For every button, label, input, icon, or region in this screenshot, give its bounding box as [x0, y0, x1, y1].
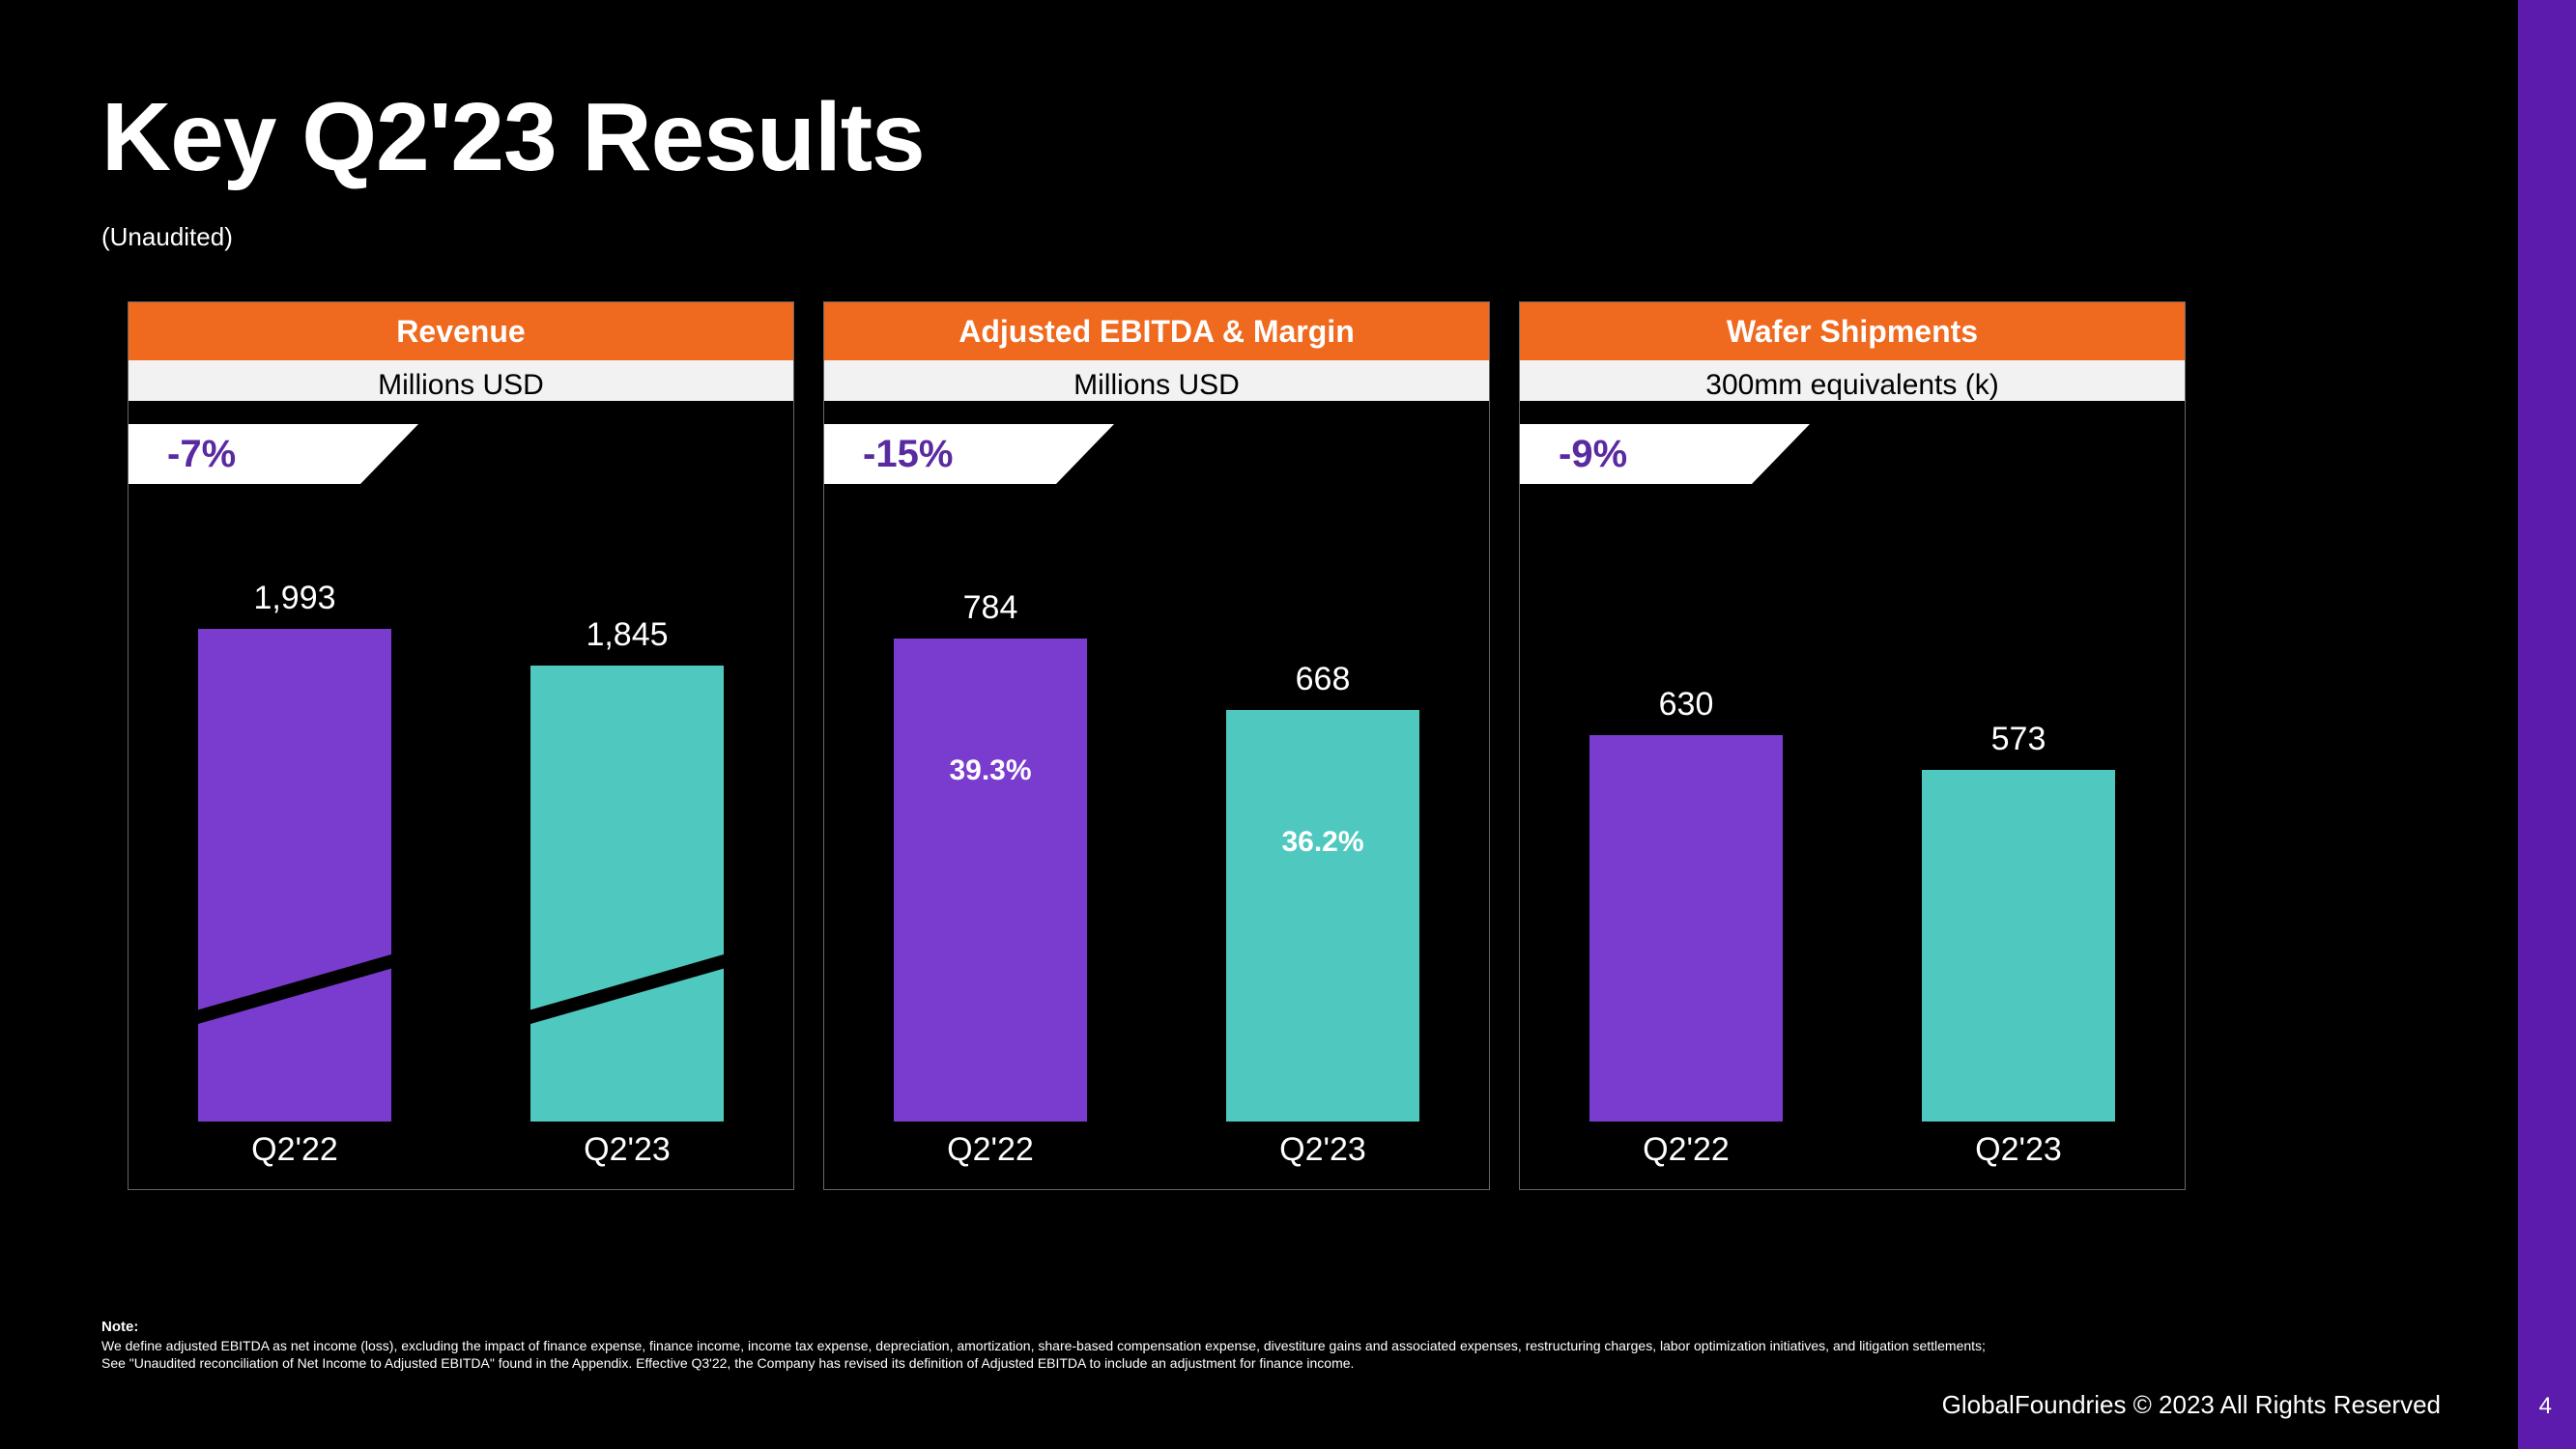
panel-title: Wafer Shipments [1520, 302, 2185, 360]
x-axis-labels: Q2'22Q2'23 [824, 1131, 1489, 1179]
bar-group: 630 [1520, 496, 1852, 1122]
bar-inner-label: 39.3% [894, 754, 1087, 787]
delta-value: -7% [167, 424, 236, 484]
panel-subtitle: Millions USD [129, 360, 793, 411]
bars-row: 1,993 1,845 [129, 496, 793, 1122]
chart-panel: Adjusted EBITDA & MarginMillions USD -15%… [823, 301, 1490, 1190]
bar [198, 629, 391, 1122]
footnote-line-1: We define adjusted EBITDA as net income … [101, 1338, 1986, 1353]
axis-break-slash [198, 948, 391, 1030]
bar: 39.3% [894, 639, 1087, 1122]
bar: 36.2% [1226, 710, 1419, 1122]
bar [1922, 770, 2115, 1122]
chart-area: 784 39.3% 668 36.2% Q2'22Q2'23 [824, 496, 1489, 1189]
x-axis-label: Q2'23 [461, 1131, 793, 1179]
delta-badge: -7% [129, 424, 793, 484]
x-axis-label: Q2'22 [1520, 1131, 1852, 1179]
panel-subtitle: Millions USD [824, 360, 1489, 411]
bar-value-label: 1,993 [253, 580, 335, 617]
x-axis-labels: Q2'22Q2'23 [129, 1131, 793, 1179]
page-number: 4 [2539, 1393, 2552, 1420]
bar-group: 784 39.3% [824, 496, 1157, 1122]
panels-row: RevenueMillions USD-7%1,9931,845Q2'22Q2'… [128, 301, 2186, 1190]
footnote-line-2: See "Unaudited reconciliation of Net Inc… [101, 1355, 1354, 1371]
x-axis-label: Q2'22 [129, 1131, 461, 1179]
chart-panel: RevenueMillions USD -7% 1,993 1,845 Q2'22Q2'… [128, 301, 794, 1190]
x-axis-label: Q2'22 [824, 1131, 1157, 1179]
delta-badge: -15% [824, 424, 1489, 484]
bar [530, 666, 724, 1122]
bars-row: 630 573 [1520, 496, 2185, 1122]
panel-subtitle: 300mm equivalents (k) [1520, 360, 2185, 411]
bar-group: 573 [1852, 496, 2185, 1122]
bar-group: 668 36.2% [1157, 496, 1489, 1122]
bar-value-label: 668 [1296, 661, 1351, 698]
bar-value-label: 784 [963, 589, 1018, 627]
delta-value: -9% [1559, 424, 1627, 484]
panel-title: Adjusted EBITDA & Margin [824, 302, 1489, 360]
axis-break-slash [530, 948, 724, 1030]
panel-title: Revenue [129, 302, 793, 360]
x-axis-label: Q2'23 [1157, 1131, 1489, 1179]
slide-title: Key Q2'23 Results [101, 82, 925, 193]
footnote-title: Note: [101, 1319, 138, 1335]
bar-inner-label: 36.2% [1226, 826, 1419, 859]
delta-badge: -9% [1520, 424, 2185, 484]
slide: Key Q2'23 Results (Unaudited) RevenueMil… [0, 0, 2576, 1449]
chart-area: 1,993 1,845 Q2'22Q2'23 [129, 496, 793, 1189]
footnote: Note: We define adjusted EBITDA as net i… [101, 1318, 2441, 1372]
bar-group: 1,845 [461, 496, 793, 1122]
bar-value-label: 1,845 [586, 616, 668, 654]
bars-row: 784 39.3% 668 36.2% [824, 496, 1489, 1122]
x-axis-label: Q2'23 [1852, 1131, 2185, 1179]
bar-value-label: 573 [1991, 721, 2046, 758]
chart-panel: Wafer Shipments300mm equivalents (k) -9% 6… [1519, 301, 2186, 1190]
right-sidebar-stripe [2518, 0, 2576, 1449]
bar [1589, 735, 1783, 1122]
copyright: GlobalFoundries © 2023 All Rights Reserv… [1942, 1390, 2441, 1420]
x-axis-labels: Q2'22Q2'23 [1520, 1131, 2185, 1179]
chart-area: 630 573 Q2'22Q2'23 [1520, 496, 2185, 1189]
delta-value: -15% [863, 424, 953, 484]
bar-group: 1,993 [129, 496, 461, 1122]
bar-value-label: 630 [1659, 686, 1714, 724]
slide-subtitle: (Unaudited) [101, 222, 233, 252]
